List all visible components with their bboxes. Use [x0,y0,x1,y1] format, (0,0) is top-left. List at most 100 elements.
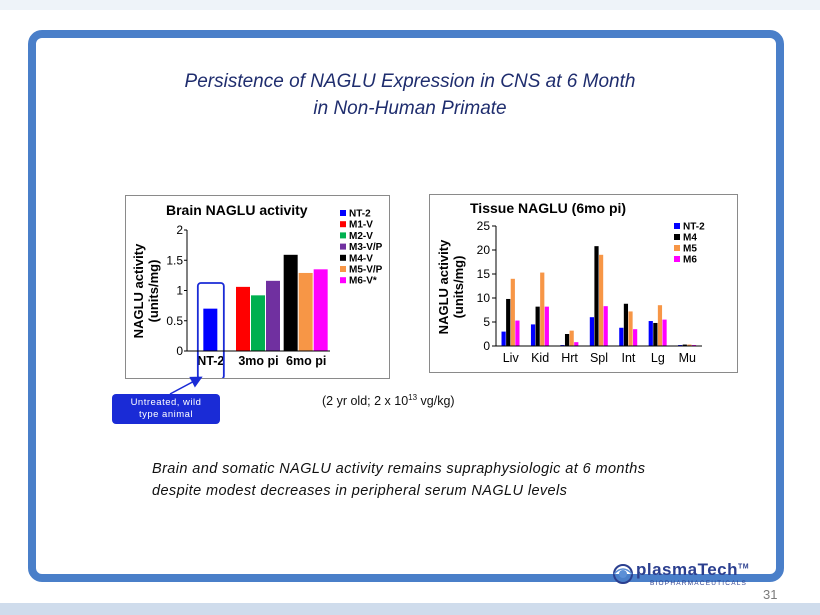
tissue-bar-m5 [628,311,633,346]
brain-bar-m6-v- [313,269,328,351]
brain-legend-swatch [340,232,346,239]
brain-legend-label: M1-V [349,220,373,231]
brain-bar-nt-2 [203,308,218,351]
summary-line-1: Brain and somatic NAGLU activity remains… [152,461,646,477]
tissue-legend-label: M5 [683,244,697,255]
tissue-bar-m6 [515,320,520,346]
tissue-bar-m4 [564,334,570,346]
tissue-bar-m6 [544,306,549,346]
tissue-ylabel-line-1: NAGLU activity [436,239,451,334]
tissue-bar-m6 [662,319,667,346]
brain-legend-label: M6-V* [349,276,377,287]
tissue-bar-m5 [687,344,692,346]
highlight-box [196,282,225,378]
brain-legend-label: M2-V [349,231,373,242]
tissue-chart-svg: Tissue NAGLU (6mo pi) NAGLU activity (unit… [436,200,705,365]
tissue-x-tick-label: Mu [679,351,696,365]
tissue-legend-label: M4 [683,233,697,244]
page-number: 31 [763,587,778,602]
tissue-bar-m5 [569,330,574,346]
tissue-bar-m6 [603,306,608,346]
brain-y-tick-label: 0 [176,344,183,358]
brain-legend-swatch [340,277,346,284]
brain-bar-m5-v-p [298,272,313,351]
tissue-x-tick-label: Lg [651,351,665,365]
tissue-legend-label: M6 [683,255,697,266]
tissue-bar-m4 [506,298,511,346]
tissue-bar-m5 [540,272,545,346]
tissue-x-tick-label: Int [621,351,635,365]
tissue-y-tick-label: 10 [477,291,491,305]
brain-ylabel-line-2: (units/mg) [146,260,161,323]
brain-ylabel-line-1: NAGLU activity [131,243,146,338]
tissue-bar-m6 [574,342,579,346]
tissue-legend-swatch [674,256,680,262]
brain-bar-m1-v [236,286,250,351]
brain-legend-swatch [340,210,346,216]
tissue-x-tick-label: Liv [503,351,520,365]
dose-note: (2 yr old; 2 x 1013 vg/kg) [322,393,455,408]
tissue-naglu-chart: Tissue NAGLU (6mo pi) NAGLU activity (unit… [429,194,738,373]
tissue-bar-m5 [599,254,604,346]
brain-bar-m3-v-p [266,280,280,351]
brain-legend-label: M3-V/P [349,242,383,253]
brain-legend-swatch [340,221,346,228]
tissue-legend-swatch [674,245,680,251]
plasmatech-logo-icon [613,564,633,584]
top-strip [0,0,820,10]
dose-exponent: 13 [408,393,418,402]
tissue-bar-nt-2 [589,317,594,346]
brain-y-tick-label: 1.5 [166,253,183,267]
logo-subtitle: BIOPHARMACEUTICALS [650,580,748,587]
tissue-y-tick-label: 25 [477,219,491,233]
tissue-bar-m4 [653,322,658,346]
brain-y-tick-label: 1 [176,284,183,298]
brain-legend-swatch [340,266,346,272]
tissue-bar-nt-2 [648,321,653,346]
brain-y-axis-label: NAGLU activity (units/mg) [131,243,161,338]
tissue-y-tick-label: 20 [477,243,491,257]
brain-legend-swatch [340,243,346,250]
brain-bar-m4-v [283,254,298,351]
summary-text: Brain and somatic NAGLU activity remains… [152,458,712,502]
brain-legend-label: NT-2 [349,209,371,220]
tissue-bar-m4 [682,344,687,346]
brain-legend: NT-2M1-VM2-VM3-V/PM4-VM5-V/PM6-V* [340,209,383,287]
summary-line-2: despite modest decreases in peripheral s… [152,483,568,499]
tissue-y-axis-label: NAGLU activity (units/mg) [436,239,466,334]
tissue-bar-m5 [510,278,515,346]
tissue-bar-m4 [535,306,540,346]
tissue-legend-label: NT-2 [683,222,705,233]
tissue-legend-swatch [674,234,680,240]
bottom-strip [0,603,820,615]
brain-y-tick-label: 0.5 [166,314,183,328]
tissue-bar-nt-2 [501,331,506,346]
tissue-x-tick-label: Kid [531,351,549,365]
title-line-2: in Non-Human Primate [313,98,507,119]
tissue-legend-swatch [674,223,680,229]
logo-name: plasmaTech [636,560,739,579]
tissue-y-tick-label: 0 [483,339,490,353]
brain-legend-label: M4-V [349,253,373,264]
brain-bar-m2-v [251,295,265,351]
brain-chart-title: Brain NAGLU activity [166,202,308,218]
dose-prefix: (2 yr old; 2 x 10 [322,394,409,409]
brain-x-tick-label: 3mo pi [238,354,278,368]
brain-x-tick-label: NT-2 [197,354,224,368]
tissue-bar-m4 [594,246,599,346]
tissue-bar-m5 [657,305,663,346]
tissue-y-tick-label: 5 [483,315,490,329]
slide-title: Persistence of NAGLU Expression in CNS a… [0,68,820,122]
tissue-ylabel-line-2: (units/mg) [451,256,466,319]
callout-arrow [169,376,203,395]
callout-line-2: type animal [138,409,194,420]
tissue-bar-nt-2 [530,324,536,346]
brain-legend-label: M5-V/P [349,265,383,276]
brain-naglu-chart: Brain NAGLU activity NAGLU activity (units… [125,195,390,379]
tissue-x-tick-label: Spl [590,351,608,365]
dose-suffix: vg/kg) [417,394,455,409]
callout-line-1: Untreated, wild [130,397,202,408]
tissue-bar-m4 [623,303,629,346]
